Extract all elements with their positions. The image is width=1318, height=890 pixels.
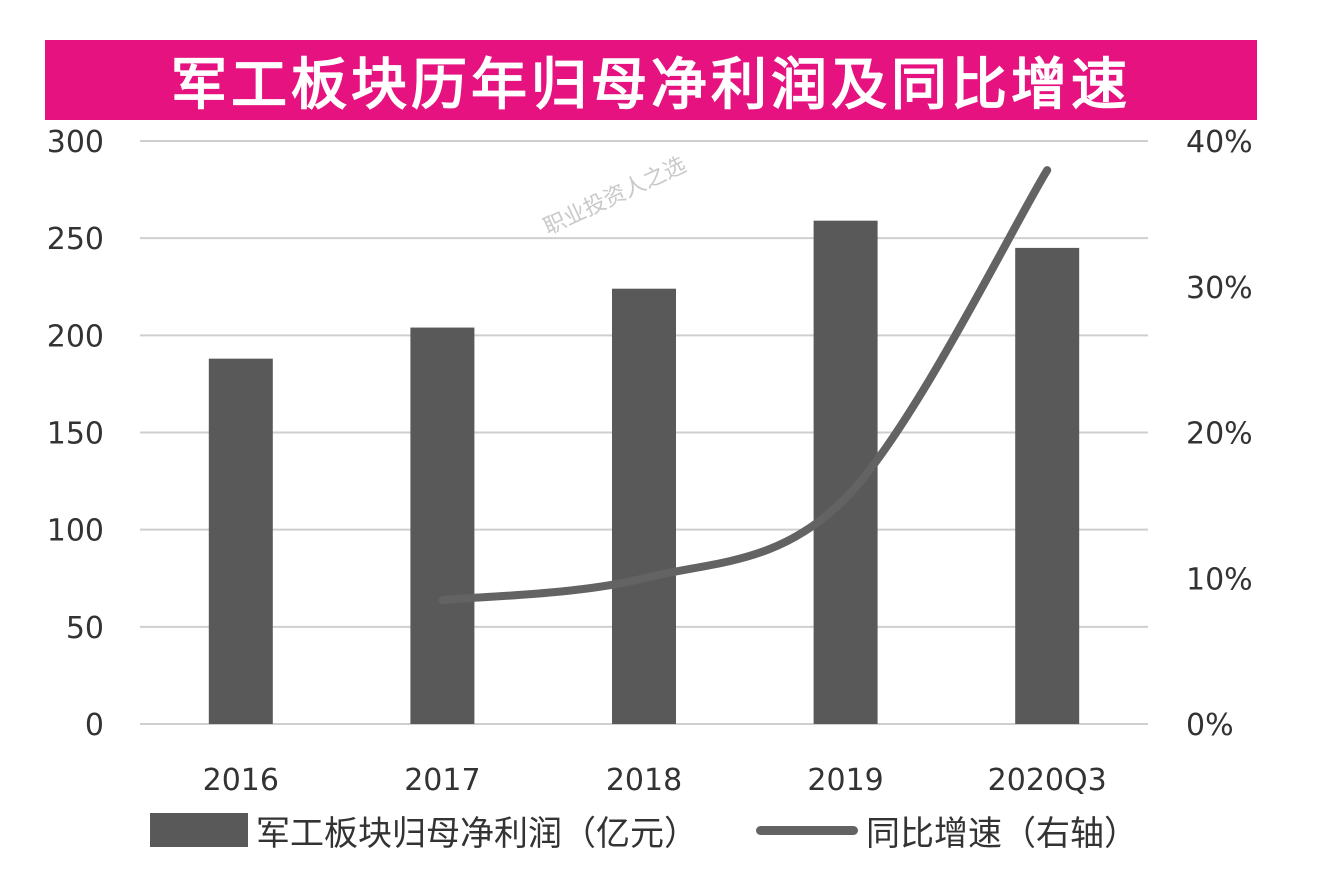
x-tick-label: 2018 [606,763,682,798]
legend-swatch-line [756,825,858,835]
legend-label-line: 同比增速（右轴） [866,813,1138,854]
title-banner: 军工板块历年归母净利润及同比增速 [45,40,1257,120]
y-left-tick-label: 250 [47,222,104,257]
legend: 军工板块归母净利润（亿元） 同比增速（右轴） [150,806,1196,854]
y-right-tick-label: 40% [1186,125,1253,160]
y-left-tick-label: 50 [66,611,104,646]
y-right-tick-label: 20% [1186,417,1253,452]
y-right-tick-label: 10% [1186,562,1253,597]
growth-line [438,166,1052,605]
y-right-tick-label: 0% [1186,708,1234,743]
bar [1015,247,1080,724]
legend-swatch-bar [150,813,248,847]
y-left-tick-label: 300 [47,125,104,160]
legend-item-line: 同比增速（右轴） [756,806,1138,855]
legend-item-bar: 军工板块归母净利润（亿元） [150,806,698,855]
y-left-tick-label: 200 [47,319,104,354]
watermark-text: 职业投资人之选 [540,153,690,241]
bar [612,288,676,724]
bar [208,358,273,724]
x-tick-label: 2019 [807,763,883,798]
y-left-tick-label: 0 [85,708,104,743]
y-left-tick-label: 150 [47,417,104,452]
x-tick-label: 2017 [404,763,480,798]
y-right-tick-label: 30% [1186,271,1253,306]
y-left-tick-label: 100 [47,514,104,549]
chart-title: 军工板块历年归母净利润及同比增速 [171,52,1131,118]
legend-label-bar: 军工板块归母净利润（亿元） [256,813,698,854]
x-tick-label: 2016 [203,763,279,798]
x-tick-label: 2020Q3 [988,763,1107,798]
bar [410,327,475,724]
